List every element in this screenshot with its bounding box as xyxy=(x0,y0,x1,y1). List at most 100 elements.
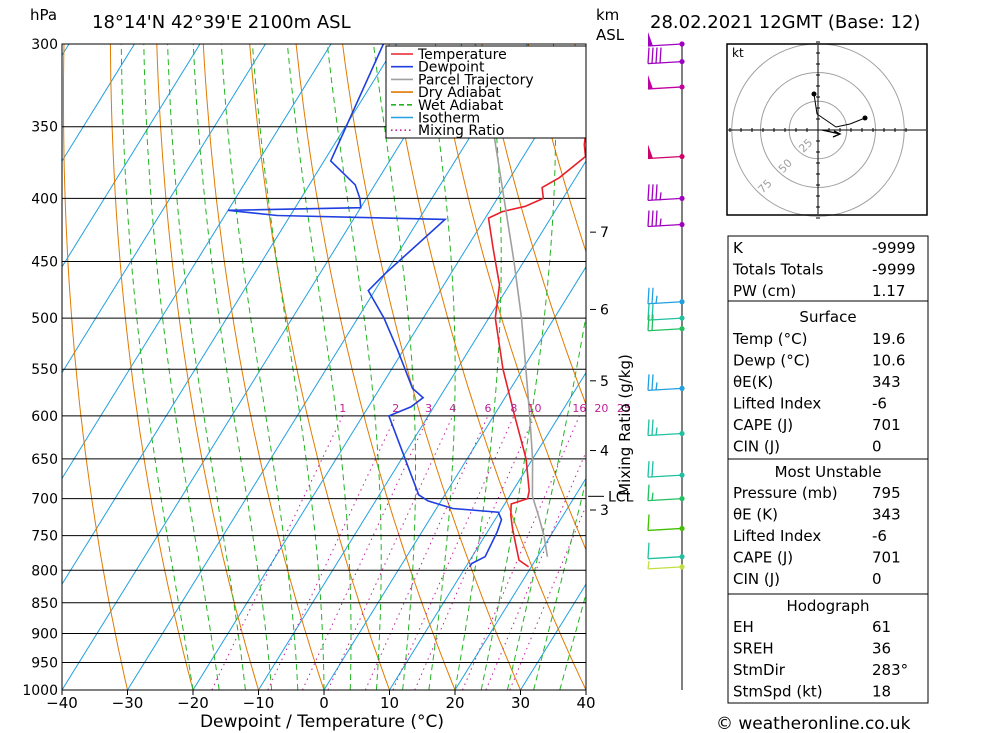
dry-adiabat-line xyxy=(295,44,456,690)
most-unstable-row-value: -6 xyxy=(872,527,887,545)
isotherm-line xyxy=(389,371,586,690)
wind-barb-pennant xyxy=(648,32,653,46)
isotherm-line xyxy=(127,44,528,690)
wind-barb-flag xyxy=(655,47,658,64)
wind-barb xyxy=(647,419,685,437)
pressure-tick-label: 800 xyxy=(31,563,58,579)
mixing-ratio-label: 16 xyxy=(572,402,586,415)
surface-row-label: θE(K) xyxy=(733,373,773,391)
wind-barb xyxy=(647,287,685,305)
dry-adiabat-line xyxy=(527,44,586,254)
axes: 1 2 3 4 6 8 10 16 20 2530035040045050055060065070… xyxy=(22,37,633,712)
hodograph-point xyxy=(811,91,817,97)
most-unstable-row-label: Lifted Index xyxy=(733,527,821,545)
dry-adiabat-line xyxy=(109,44,194,690)
wind-barb-staff xyxy=(647,301,683,305)
mixing-ratio-line xyxy=(267,415,397,690)
hodograph-stats-box xyxy=(727,593,929,704)
mixing-ratio-label: 4 xyxy=(449,402,456,415)
wind-barb-staff xyxy=(647,317,683,321)
wet-adiabat-line xyxy=(143,44,220,690)
legend-label: Parcel Trajectory xyxy=(418,72,534,88)
wind-barb-flag xyxy=(659,47,662,64)
wet-adiabat-line xyxy=(120,44,194,690)
index-row-label: PW (cm) xyxy=(733,282,796,300)
most-unstable-row-label: θE (K) xyxy=(733,506,778,524)
wind-barb-staff xyxy=(647,527,683,532)
dry-adiabat-line xyxy=(63,44,128,690)
pressure-tick-label: 650 xyxy=(31,452,58,468)
hodograph-stats-row-value: 283° xyxy=(872,661,908,679)
wind-barb-flag xyxy=(647,314,650,331)
wind-barb-flag xyxy=(647,374,650,391)
isotherm-line xyxy=(62,44,397,586)
wind-barb-staff xyxy=(647,155,683,160)
pressure-tick-label: 600 xyxy=(31,409,58,425)
wind-barb-flag xyxy=(651,184,654,201)
hodograph-stats-row-value: 61 xyxy=(872,618,891,636)
surface-row-value: 19.6 xyxy=(872,330,905,348)
x-tick-label: 20 xyxy=(445,694,464,712)
wind-barb-flag xyxy=(651,47,654,64)
pressure-tick-label: 400 xyxy=(31,191,58,207)
hodograph-point xyxy=(862,115,868,121)
pressure-tick-label: 450 xyxy=(31,255,58,271)
wind-barb xyxy=(647,32,685,47)
wind-barb-half xyxy=(655,295,658,304)
wind-barb xyxy=(647,47,685,65)
most-unstable-row-label: CAPE (J) xyxy=(733,549,793,567)
wet-adiabat-line xyxy=(326,44,382,690)
x-tick-label: 0 xyxy=(319,694,329,712)
hodograph-stats-row-label: StmDir xyxy=(733,661,786,679)
pressure-tick-label: 350 xyxy=(31,120,58,136)
hodograph-stats-row-label: StmSpd (kt) xyxy=(733,683,823,701)
mixing-ratio-label: 6 xyxy=(484,402,491,415)
hodograph-ring-label: 50 xyxy=(776,157,795,176)
pressure-unit-label: hPa xyxy=(30,6,57,24)
pressure-tick-label: 850 xyxy=(31,596,58,612)
most-unstable-row-value: 0 xyxy=(872,570,882,588)
isotherm-line xyxy=(454,477,586,690)
wet-adiabat-line xyxy=(373,44,416,690)
mixing-ratio-label: 3 xyxy=(425,402,432,415)
isotherm-line xyxy=(0,44,4,690)
mixing-ratio-line xyxy=(327,415,454,690)
mixing-ratio-line xyxy=(392,415,515,690)
wind-barb-flag xyxy=(647,484,650,501)
wind-barb xyxy=(647,560,685,570)
wind-barb xyxy=(647,210,685,228)
wind-barb-half xyxy=(659,192,662,201)
background-grid xyxy=(0,44,1000,690)
wind-barb-staff xyxy=(647,86,683,90)
isotherm-line xyxy=(258,160,586,690)
wind-barb-half xyxy=(651,492,654,501)
copyright-text: © weatheronline.co.uk xyxy=(716,714,911,733)
wind-barb-staff xyxy=(647,60,683,65)
legend-label: Isotherm xyxy=(418,111,480,127)
most-unstable-row-value: 343 xyxy=(872,506,901,524)
hodograph-stats-title: Hodograph xyxy=(786,597,869,615)
isotherm-line xyxy=(520,583,586,690)
legend-label: Wet Adiabat xyxy=(418,98,504,114)
pressure-tick-label: 750 xyxy=(31,529,58,545)
hodograph-stats-row-label: EH xyxy=(733,618,754,636)
wind-barb-half xyxy=(655,382,658,391)
height-km-label: 3 xyxy=(600,503,609,519)
mixing-ratio-label: 20 xyxy=(594,402,608,415)
storm-motion-arrow xyxy=(821,129,842,138)
plot-frame xyxy=(61,43,587,691)
wind-barb-flag xyxy=(647,542,650,559)
wind-barb-flag xyxy=(647,287,650,304)
wind-barb-flag xyxy=(651,287,654,304)
dry-adiabat-line xyxy=(993,44,1000,690)
wind-barb xyxy=(647,304,685,321)
legend-label: Mixing Ratio xyxy=(418,123,504,139)
surface-row-value: 10.6 xyxy=(872,352,905,370)
wind-barb-flag xyxy=(647,184,650,201)
pressure-tick-label: 550 xyxy=(31,362,58,378)
datetime-title: 28.02.2021 12GMT (Base: 12) xyxy=(650,12,920,33)
wind-barb-staff xyxy=(647,474,683,478)
index-row-value: 1.17 xyxy=(872,282,905,300)
